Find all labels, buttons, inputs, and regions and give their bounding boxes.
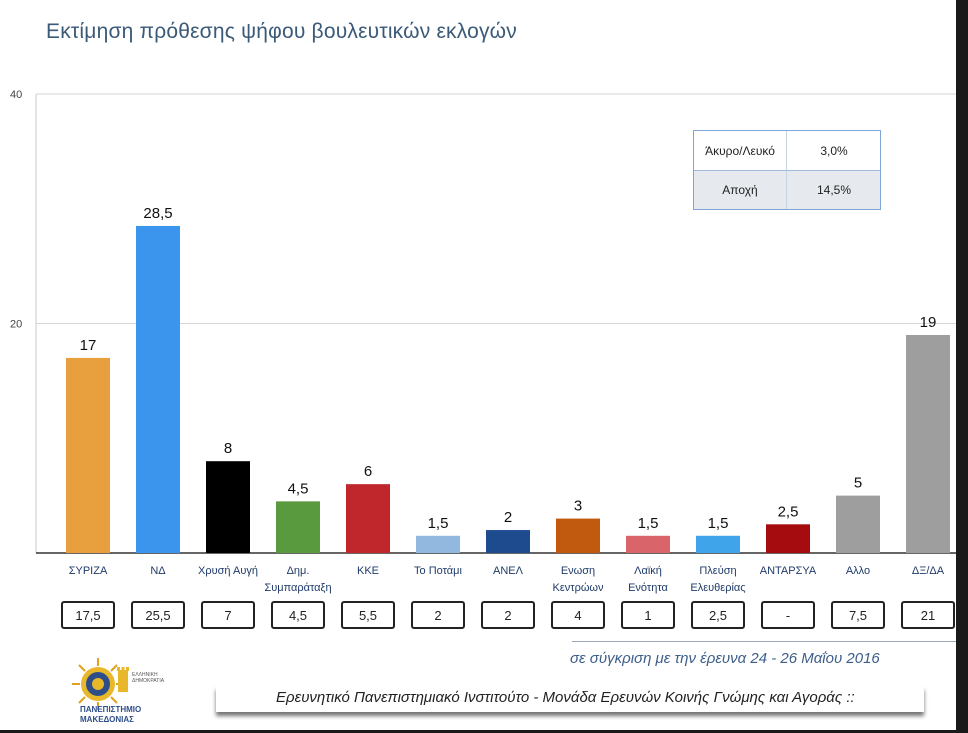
x-tick-label: Ελευθερίας (690, 582, 745, 594)
university-logo: ΕΛΛΗΝΙΚΗ ΔΗΜΟΚΡΑΤΙΑ ΠΑΝΕΠΙΣΤΗΜΙΟ ΜΑΚΕΔΟΝ… (62, 654, 192, 728)
comparison-value: 2,5 (691, 601, 745, 629)
bar (206, 461, 250, 553)
comparison-value: - (761, 601, 815, 629)
info-label: Αποχή (722, 183, 758, 197)
bar (276, 501, 320, 553)
data-label: 6 (364, 463, 372, 480)
info-value: 14,5% (786, 171, 881, 209)
bar (556, 518, 600, 553)
data-label: 2 (504, 509, 512, 526)
x-tick-label: Συμπαράταξη (264, 582, 331, 594)
comparison-value: 4 (551, 601, 605, 629)
x-tick-label: Δημ. (287, 565, 310, 577)
chart-title: Εκτίμηση πρόθεσης ψήφου βουλευτικών εκλο… (46, 20, 517, 43)
bar (626, 535, 670, 553)
x-tick-label: ΑΝΕΛ (493, 565, 524, 577)
y-tick-label: 40 (10, 89, 22, 101)
footer-band (216, 686, 924, 712)
data-label: 1,5 (708, 515, 729, 532)
x-tick-label: ΔΞ/ΔΑ (912, 565, 945, 577)
bar (346, 484, 390, 553)
info-table: Άκυρο/Λευκό 3,0% Αποχή 14,5% (693, 130, 881, 210)
x-tick-label: ΣΥΡΙΖΑ (69, 565, 108, 577)
bar (66, 357, 110, 553)
comparison-value: 5,5 (341, 601, 395, 629)
category-layer: ΣΥΡΙΖΑ ΝΔ Χρυσή Αυγή Δημ. Συμπαράταξη ΚΚΕ Το Π… (69, 565, 945, 594)
bar (766, 524, 810, 553)
sun-emblem-icon (72, 658, 124, 710)
x-tick-label: ΑΝΤΑΡΣΥΑ (760, 565, 817, 577)
logo-small-1: ΕΛΛΗΝΙΚΗ (132, 672, 158, 678)
bar (906, 334, 950, 553)
data-label: 17 (80, 337, 97, 354)
bar (836, 495, 880, 553)
bar-chart: 20 40 17 28,5 8 4,5 6 1,5 2 3 1,5 1,5 2,5 5 19 ΣΥΡΙΖΑ… (10, 89, 956, 594)
comparison-value: 17,5 (61, 601, 115, 629)
comparison-value: 2 (481, 601, 535, 629)
info-row-blank: Άκυρο/Λευκό 3,0% (694, 131, 880, 171)
info-value: 3,0% (786, 131, 881, 170)
x-tick-label: Ενότητα (628, 582, 668, 594)
data-label: 5 (854, 475, 862, 492)
data-label: 28,5 (143, 205, 172, 222)
comparison-value: 7,5 (831, 601, 885, 629)
label-layer: 17 28,5 8 4,5 6 1,5 2 3 1,5 1,5 2,5 5 19 (80, 205, 937, 532)
comparison-value: 21 (901, 601, 955, 629)
x-tick-label: ΝΔ (150, 565, 166, 577)
comparison-note: σε σύγκριση με την έρευνα 24 - 26 Μαΐου … (570, 650, 880, 667)
data-label: 1,5 (428, 515, 449, 532)
info-row-abstention: Αποχή 14,5% (694, 171, 880, 209)
logo-small-2: ΔΗΜΟΚΡΑΤΙΑ (132, 678, 165, 684)
bar (136, 225, 180, 553)
x-tick-label: Χρυσή Αυγή (198, 565, 258, 577)
frame-edge (956, 0, 968, 730)
data-label: 8 (224, 440, 232, 457)
comparison-value: 1 (621, 601, 675, 629)
x-tick-label: Το Ποτάμι (414, 565, 462, 577)
data-label: 19 (920, 314, 937, 331)
comparison-value: 2 (411, 601, 465, 629)
x-tick-label: Αλλο (846, 565, 870, 577)
x-tick-label: ΚΚΕ (357, 565, 379, 577)
data-label: 1,5 (638, 515, 659, 532)
data-label: 4,5 (288, 480, 309, 497)
footer-text: Ερευνητικό Πανεπιστημιακό Ινστιτούτο - Μ… (276, 689, 855, 706)
data-label: 3 (574, 498, 582, 515)
x-tick-label: Ενωση (561, 565, 595, 577)
logo-name-2: ΜΑΚΕΔΟΝΙΑΣ (80, 715, 134, 724)
comparison-value: 25,5 (131, 601, 185, 629)
info-label: Άκυρο/Λευκό (705, 143, 775, 158)
comparison-value: 7 (201, 601, 255, 629)
x-tick-label: Πλεύση (699, 565, 736, 577)
bar (416, 535, 460, 553)
bar-layer (66, 225, 950, 553)
bar (486, 530, 530, 553)
x-tick-label: Κεντρώων (552, 582, 604, 594)
tower-icon (117, 667, 129, 692)
y-tick-label: 20 (10, 319, 22, 331)
x-tick-label: Λαϊκή (634, 565, 662, 577)
comparison-value: 4,5 (271, 601, 325, 629)
comparison-divider (572, 641, 956, 642)
bar (696, 535, 740, 553)
logo-name-1: ΠΑΝΕΠΙΣΤΗΜΙΟ (80, 705, 141, 714)
data-label: 2,5 (778, 503, 799, 520)
